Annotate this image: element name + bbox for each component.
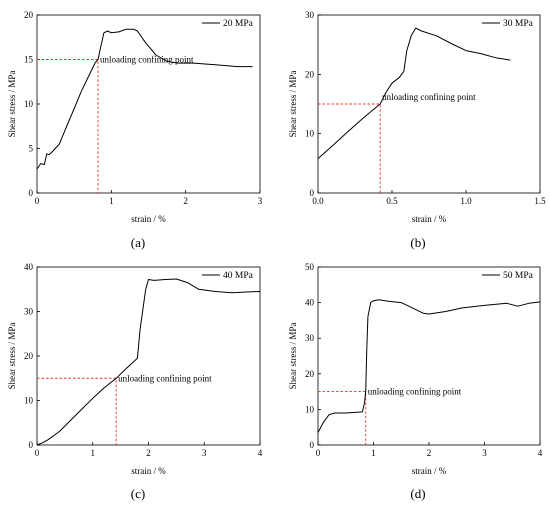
panel-caption: (b) <box>410 235 425 250</box>
annotation-label: unloading confining point <box>382 92 476 102</box>
y-tick-label: 0 <box>29 188 34 198</box>
y-tick-label: 0 <box>310 440 315 450</box>
y-tick-label: 20 <box>305 369 315 379</box>
y-tick-label: 20 <box>24 10 34 20</box>
series-line <box>36 278 261 446</box>
y-tick-label: 40 <box>24 262 34 272</box>
x-axis-label: strain / % <box>131 466 166 476</box>
x-tick-label: 0.5 <box>386 196 398 206</box>
legend-label: 40 MPa <box>223 271 254 281</box>
y-axis-label: Shear stress / MPa <box>288 323 298 390</box>
y-tick-label: 5 <box>29 144 34 154</box>
legend-label: 30 MPa <box>503 19 534 29</box>
series-line <box>36 28 253 170</box>
unloading-guide-line <box>318 391 367 445</box>
y-tick-label: 40 <box>305 298 315 308</box>
legend-label: 50 MPa <box>503 271 534 281</box>
y-tick-label: 30 <box>305 10 315 20</box>
legend-label: 20 MPa <box>223 19 254 29</box>
plot-frame <box>36 14 261 194</box>
chart-panel: 0.0 0.5 1.0 1.5 0 10 20 30 strain / % Shear stres… <box>288 10 546 250</box>
panel-caption: (a) <box>131 235 145 250</box>
x-tick-label: 2 <box>427 448 432 458</box>
x-axis-label: strain / % <box>412 214 447 224</box>
y-tick-label: 10 <box>24 99 34 109</box>
series-line <box>317 299 541 433</box>
panel-caption: (c) <box>131 486 145 501</box>
x-tick-label: 1 <box>109 196 114 206</box>
y-tick-label: 0 <box>310 188 315 198</box>
annotation-label: unloading confining point <box>100 55 194 65</box>
plot-frame <box>36 266 261 446</box>
y-tick-label: 20 <box>24 351 34 361</box>
x-axis-label: strain / % <box>131 214 166 224</box>
x-tick-label: 0.0 <box>312 196 324 206</box>
y-axis-label: Shear stress / MPa <box>288 71 298 138</box>
y-tick-label: 30 <box>305 333 315 343</box>
x-tick-label: 1 <box>371 448 376 458</box>
y-tick-label: 20 <box>305 69 315 79</box>
x-tick-label: 3 <box>258 196 263 206</box>
x-tick-label: 4 <box>538 448 543 458</box>
chart-panel: 0 1 2 3 0 5 10 15 20 strain / % Shear stress / MPa… <box>7 10 263 250</box>
y-axis-label: Shear stress / MPa <box>7 323 17 390</box>
x-tick-label: 1 <box>91 448 96 458</box>
annotation-label: unloading confining point <box>368 387 462 397</box>
x-tick-label: 0 <box>35 196 40 206</box>
unloading-guide-line <box>37 377 117 445</box>
unloading-guide-line <box>318 103 381 193</box>
x-tick-label: 3 <box>202 448 207 458</box>
x-tick-label: 2 <box>183 196 188 206</box>
y-tick-label: 10 <box>305 404 315 414</box>
y-tick-label: 30 <box>24 307 34 317</box>
plot-frame <box>317 266 541 446</box>
x-tick-label: 0 <box>316 448 321 458</box>
y-axis-label: Shear stress / MPa <box>7 71 17 138</box>
series-line <box>317 27 511 159</box>
y-tick-label: 10 <box>305 129 315 139</box>
panel-caption: (d) <box>410 486 425 501</box>
y-tick-label: 10 <box>24 396 34 406</box>
x-tick-label: 1.5 <box>534 196 546 206</box>
annotation-label: unloading confining point <box>118 373 212 383</box>
x-tick-label: 0 <box>35 448 40 458</box>
y-tick-label: 50 <box>305 262 315 272</box>
x-tick-label: 4 <box>258 448 263 458</box>
x-tick-label: 1.0 <box>460 196 472 206</box>
x-axis-label: strain / % <box>412 466 447 476</box>
x-tick-label: 2 <box>146 448 151 458</box>
unloading-guide-line <box>37 59 99 193</box>
x-tick-label: 3 <box>482 448 487 458</box>
y-tick-label: 15 <box>24 55 34 65</box>
y-tick-label: 0 <box>29 440 34 450</box>
